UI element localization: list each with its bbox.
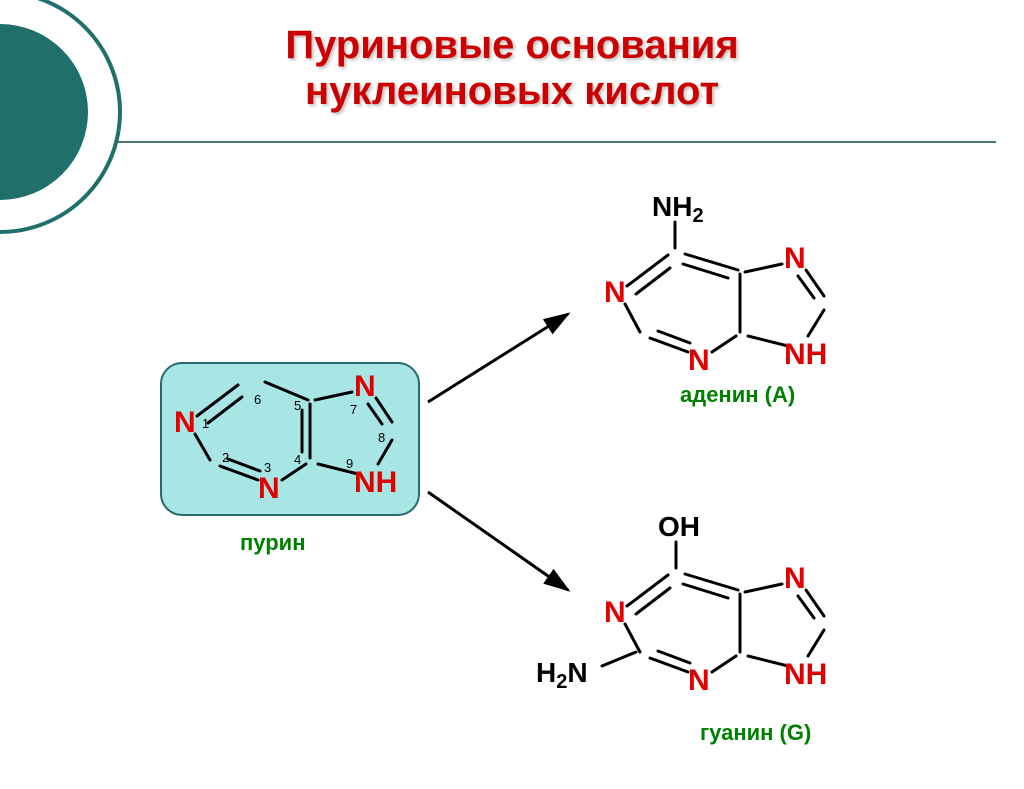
- guanine-OH: OH: [658, 511, 700, 542]
- purine-num-6: 6: [254, 392, 261, 407]
- purine-structure: N N N NH 1 2 3 4 5 6 7 8 9: [160, 352, 420, 522]
- purine-num-8: 8: [378, 430, 385, 445]
- adenine-N7: N: [784, 242, 806, 275]
- purine-N7: N: [354, 370, 376, 403]
- purine-num-3: 3: [264, 460, 271, 475]
- purine-num-1: 1: [202, 416, 209, 431]
- purine-num-4: 4: [294, 452, 301, 467]
- purine-num-2: 2: [222, 450, 229, 465]
- adenine-NH9: NH: [784, 338, 827, 371]
- title-line-2: нуклеиновых кислот: [0, 68, 1024, 114]
- guanine-label: гуанин (G): [700, 720, 811, 746]
- guanine-NH9: NH: [784, 658, 827, 691]
- adenine-label: аденин (A): [680, 382, 795, 408]
- purine-N1: N: [174, 406, 196, 439]
- diagram-area: N N N NH 1 2 3 4 5 6 7 8 9 пурин: [0, 182, 1024, 782]
- purine-N3: N: [258, 472, 280, 505]
- title-divider: [28, 141, 996, 143]
- purine-num-9: 9: [346, 456, 353, 471]
- adenine-NH2: NH2: [652, 191, 704, 227]
- adenine-structure: NH2 N N N NH: [580, 182, 880, 402]
- guanine-N1: N: [604, 596, 626, 629]
- purine-NH9: NH: [354, 466, 397, 499]
- adenine-N1: N: [604, 276, 626, 309]
- purine-num-7: 7: [350, 402, 357, 417]
- guanine-structure: OH H2N N N N NH: [520, 492, 880, 732]
- purine-num-5: 5: [294, 398, 301, 413]
- slide-title: Пуриновые основания нуклеиновых кислот: [0, 22, 1024, 114]
- guanine-H2N: H2N: [536, 657, 588, 693]
- adenine-N3: N: [688, 344, 710, 377]
- arrow-up: [420, 302, 580, 412]
- purine-label: пурин: [240, 530, 305, 556]
- guanine-N7: N: [784, 562, 806, 595]
- guanine-N3: N: [688, 664, 710, 697]
- title-line-1: Пуриновые основания: [0, 22, 1024, 68]
